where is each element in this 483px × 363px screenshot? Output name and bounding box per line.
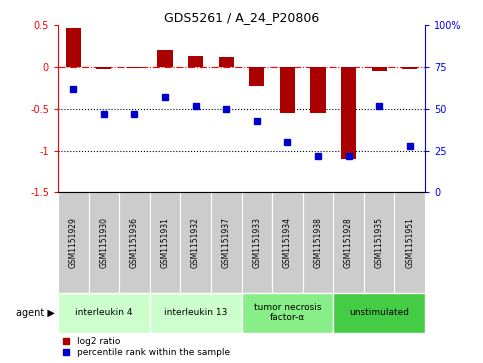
- Text: unstimulated: unstimulated: [349, 308, 409, 317]
- Text: GSM1151930: GSM1151930: [99, 217, 108, 268]
- Bar: [280, 67, 295, 113]
- Bar: [341, 67, 356, 159]
- Bar: [150, 192, 180, 293]
- Bar: [402, 67, 417, 69]
- Bar: [157, 50, 173, 67]
- Title: GDS5261 / A_24_P20806: GDS5261 / A_24_P20806: [164, 11, 319, 24]
- Bar: [211, 192, 242, 293]
- Bar: [127, 67, 142, 68]
- Bar: [88, 192, 119, 293]
- Text: GSM1151929: GSM1151929: [69, 217, 78, 268]
- Text: tumor necrosis
factor-α: tumor necrosis factor-α: [254, 303, 321, 322]
- Bar: [180, 192, 211, 293]
- Bar: [58, 192, 88, 293]
- Bar: [242, 192, 272, 293]
- Text: GSM1151934: GSM1151934: [283, 217, 292, 268]
- Text: GSM1151936: GSM1151936: [130, 217, 139, 268]
- Text: GSM1151937: GSM1151937: [222, 217, 231, 268]
- Text: GSM1151935: GSM1151935: [375, 217, 384, 268]
- Bar: [395, 192, 425, 293]
- Bar: [242, 293, 333, 333]
- Text: GSM1151931: GSM1151931: [160, 217, 170, 268]
- Bar: [272, 192, 303, 293]
- Text: GSM1151928: GSM1151928: [344, 217, 353, 268]
- Bar: [58, 293, 150, 333]
- Bar: [333, 192, 364, 293]
- Text: interleukin 13: interleukin 13: [164, 308, 227, 317]
- Bar: [188, 56, 203, 67]
- Bar: [66, 28, 81, 67]
- Text: interleukin 4: interleukin 4: [75, 308, 133, 317]
- Bar: [303, 192, 333, 293]
- Bar: [364, 192, 395, 293]
- Bar: [96, 67, 112, 69]
- Bar: [150, 293, 242, 333]
- Text: GSM1151951: GSM1151951: [405, 217, 414, 268]
- Text: GSM1151933: GSM1151933: [252, 217, 261, 268]
- Legend: log2 ratio, percentile rank within the sample: log2 ratio, percentile rank within the s…: [62, 337, 230, 357]
- Bar: [311, 67, 326, 113]
- Bar: [371, 67, 387, 71]
- Bar: [333, 293, 425, 333]
- Bar: [249, 67, 265, 86]
- Text: agent ▶: agent ▶: [16, 307, 55, 318]
- Text: GSM1151932: GSM1151932: [191, 217, 200, 268]
- Text: GSM1151938: GSM1151938: [313, 217, 323, 268]
- Bar: [219, 57, 234, 67]
- Bar: [119, 192, 150, 293]
